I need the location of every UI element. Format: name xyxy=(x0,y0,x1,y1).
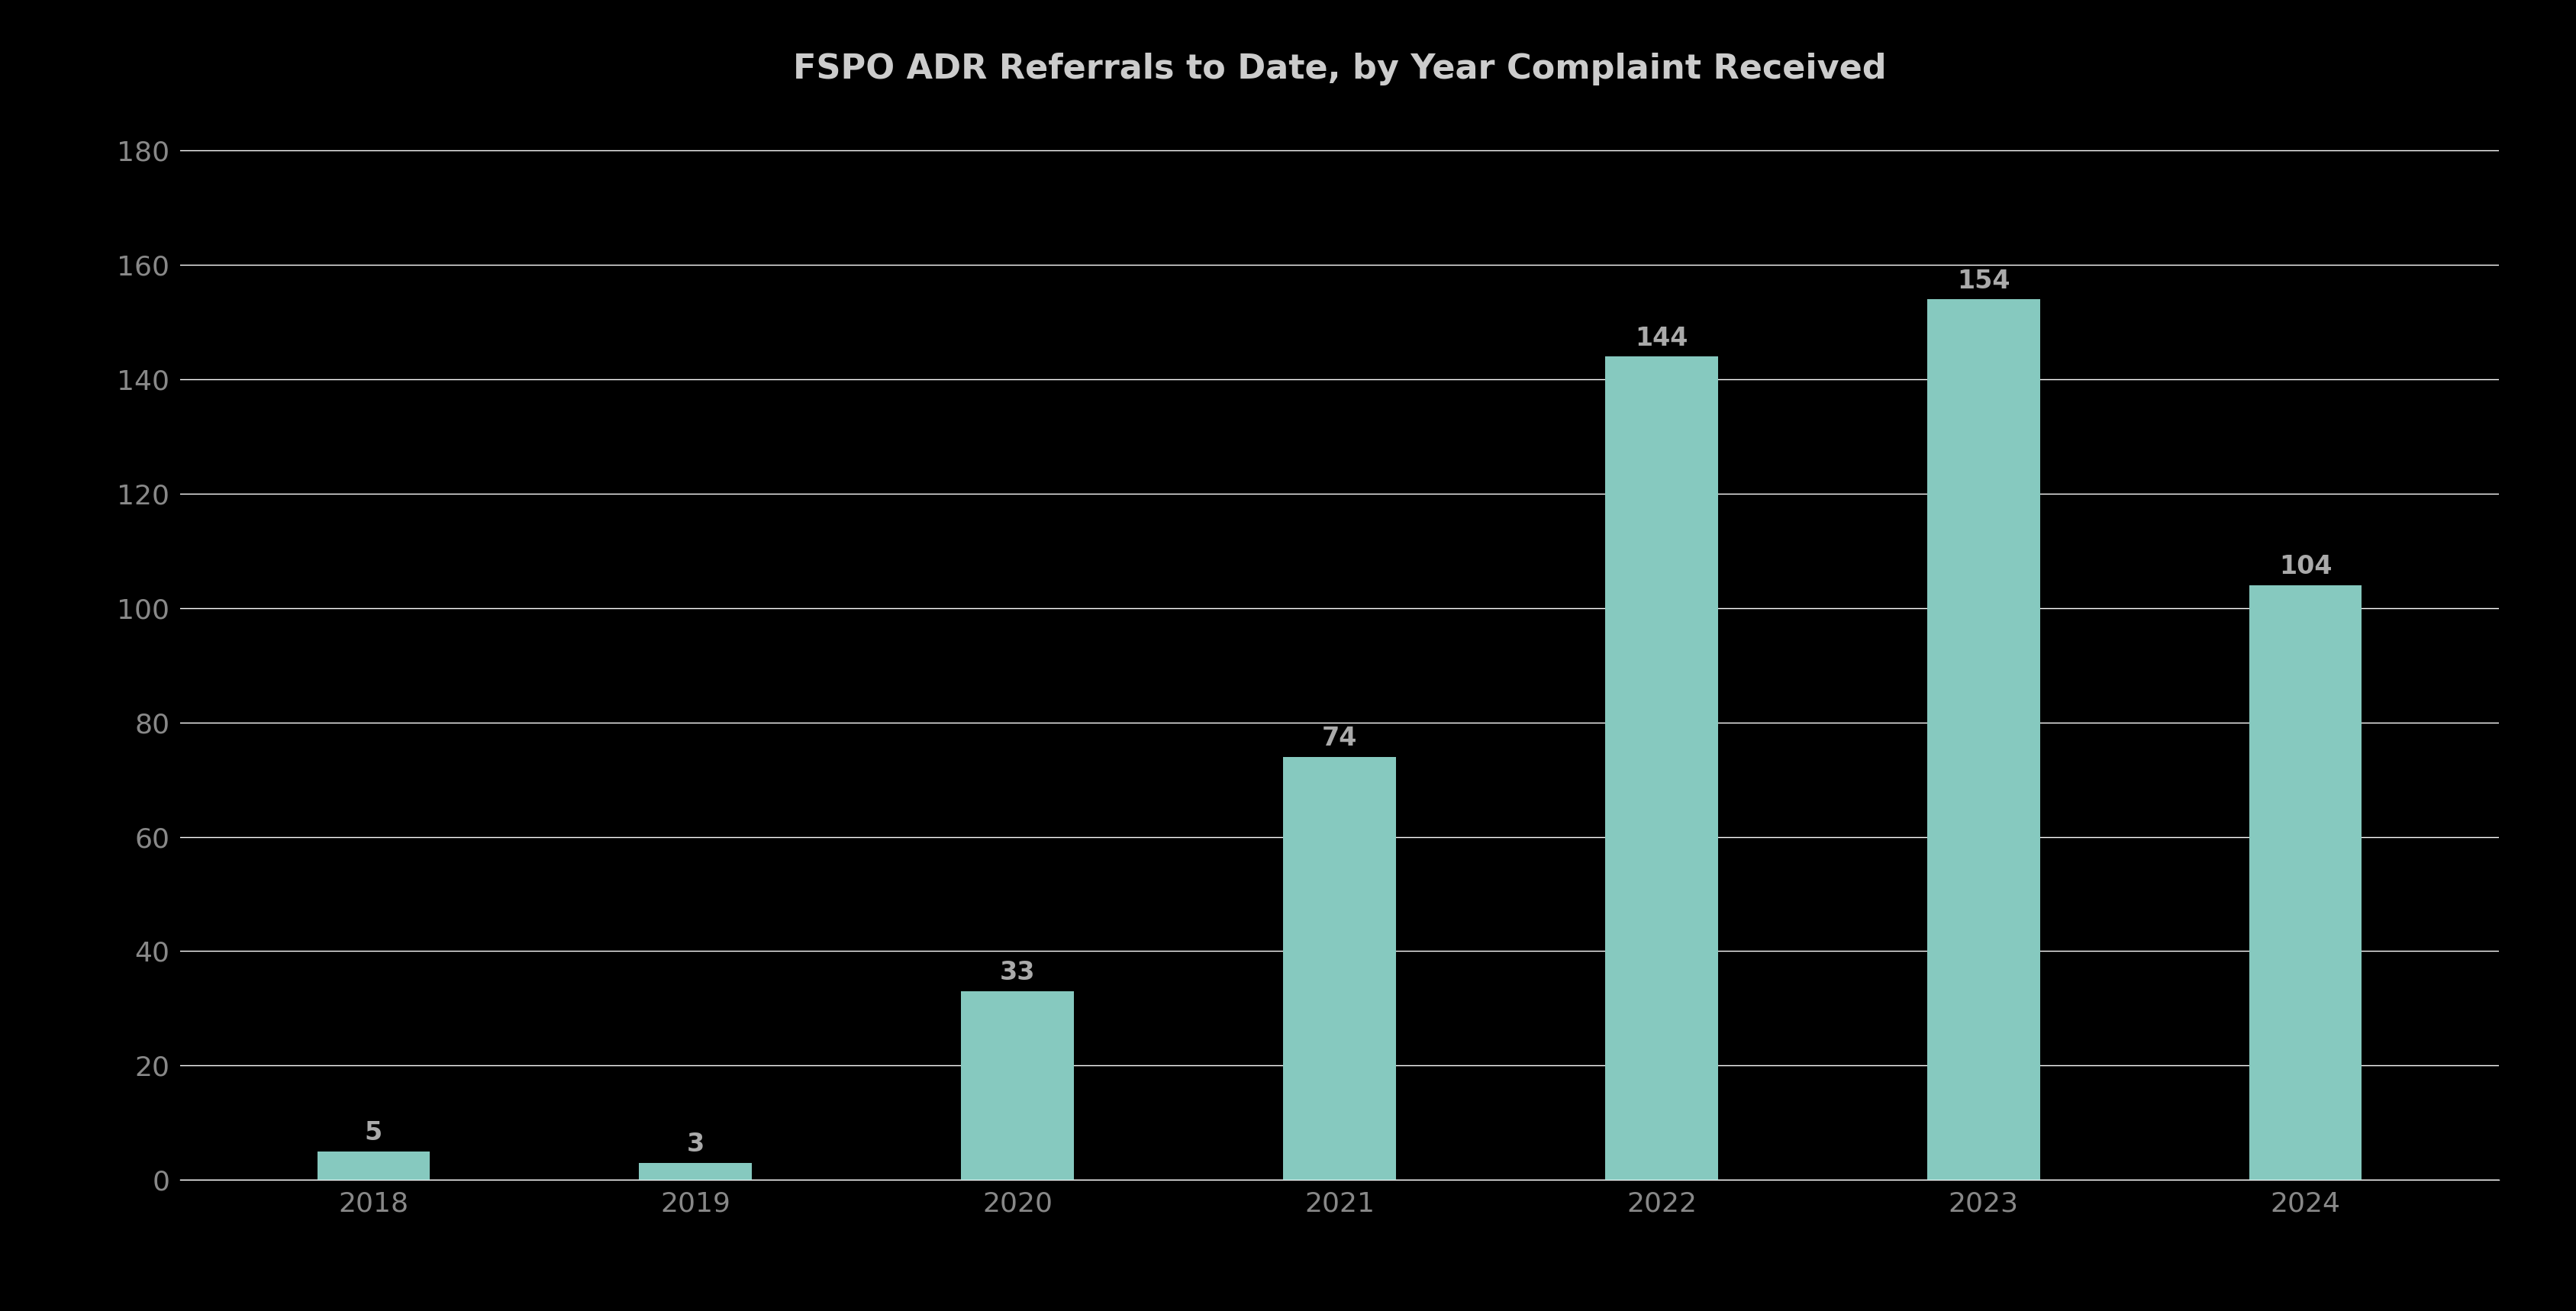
Text: 33: 33 xyxy=(999,960,1036,986)
Text: 144: 144 xyxy=(1636,325,1687,351)
Text: 5: 5 xyxy=(366,1121,381,1146)
Title: FSPO ADR Referrals to Date, by Year Complaint Received: FSPO ADR Referrals to Date, by Year Comp… xyxy=(793,52,1886,85)
Text: 154: 154 xyxy=(1958,269,2009,294)
Bar xyxy=(961,991,1074,1180)
Bar xyxy=(1605,357,1718,1180)
Bar xyxy=(2249,585,2362,1180)
Bar xyxy=(317,1151,430,1180)
Text: 104: 104 xyxy=(2280,555,2331,579)
Bar xyxy=(639,1163,752,1180)
Bar xyxy=(1283,756,1396,1180)
Text: 74: 74 xyxy=(1321,726,1358,751)
Bar xyxy=(1927,299,2040,1180)
Text: 3: 3 xyxy=(688,1131,703,1158)
